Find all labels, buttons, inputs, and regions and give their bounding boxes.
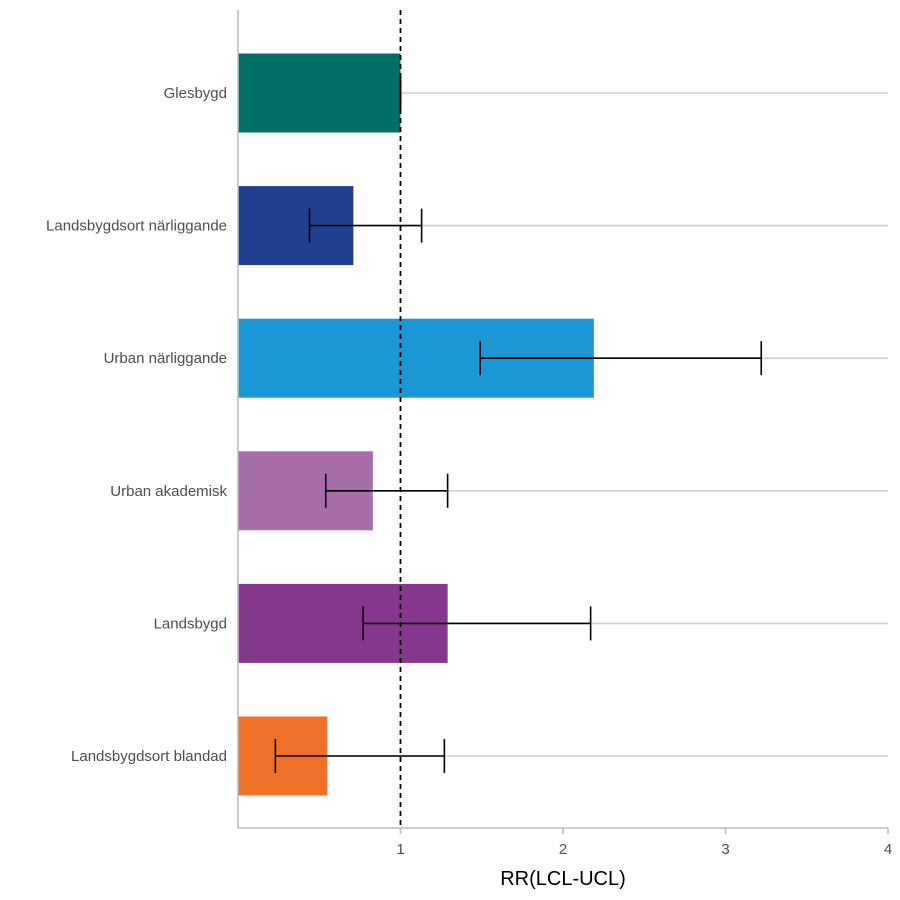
category-labels: Glesbygd Landsbygdsort närliggande Urban n…: [46, 85, 227, 765]
category-label: Landsbygd: [154, 615, 227, 632]
x-tick-label: 1: [396, 841, 404, 858]
error-bars: [274, 76, 763, 773]
bar: [238, 53, 401, 133]
category-label: Urban akademisk: [110, 483, 227, 500]
category-label: Urban närliggande: [104, 350, 227, 367]
category-label: Glesbygd: [164, 85, 227, 102]
x-tick-label: 2: [559, 841, 567, 858]
x-tick-labels: 1 2 3 4: [396, 841, 892, 858]
x-tick-label: 3: [721, 841, 729, 858]
category-label: Landsbygdsort närliggande: [46, 218, 227, 235]
x-axis-title: RR(LCL-UCL): [500, 868, 626, 890]
category-label: Landsbygdsort blandad: [71, 748, 227, 765]
bars: [238, 53, 594, 796]
axes: [237, 10, 889, 834]
x-tick-label: 4: [884, 841, 892, 858]
